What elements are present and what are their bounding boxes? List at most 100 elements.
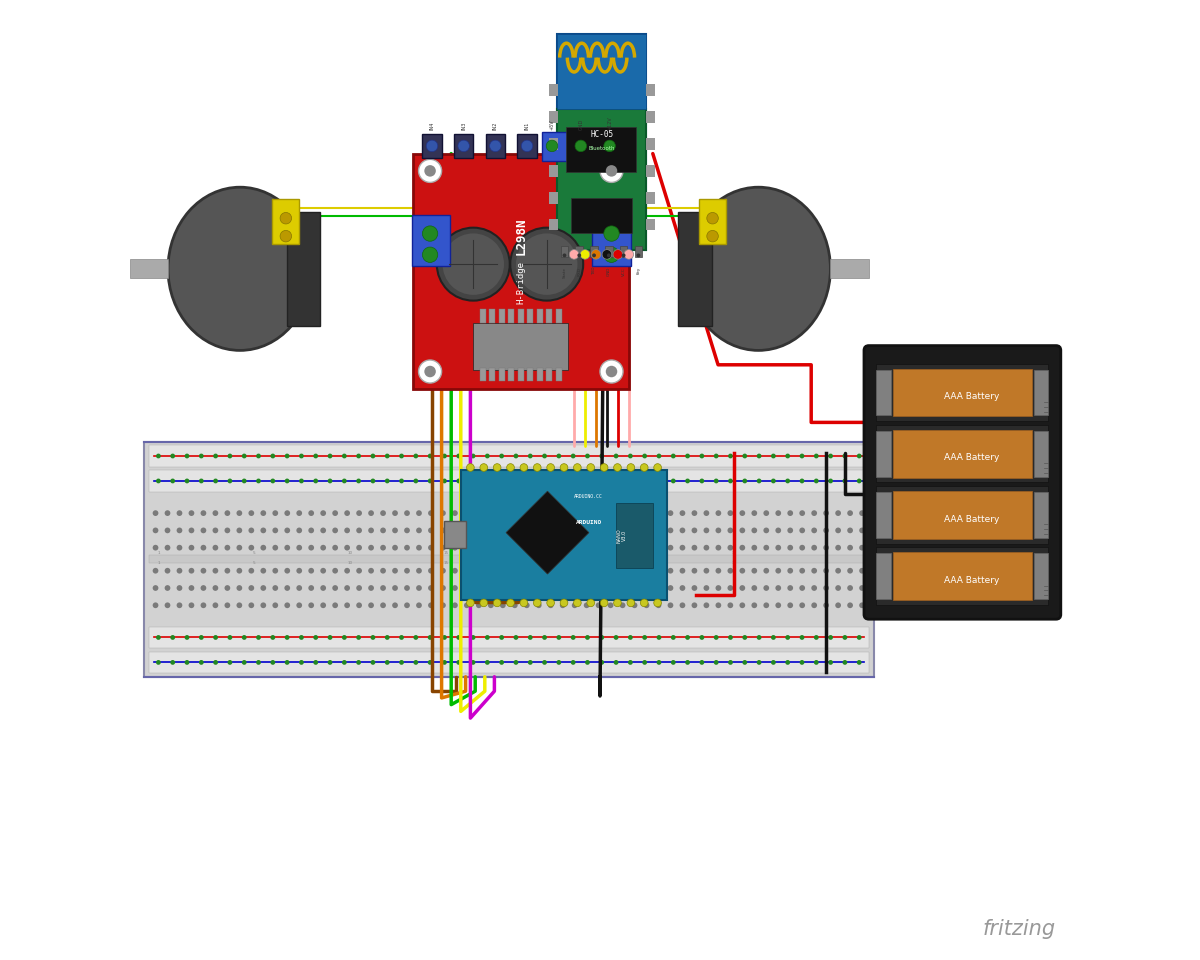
Circle shape bbox=[763, 511, 769, 516]
Circle shape bbox=[643, 585, 649, 590]
Bar bbox=[678, 212, 712, 326]
FancyBboxPatch shape bbox=[864, 346, 1061, 619]
Circle shape bbox=[600, 464, 608, 471]
Circle shape bbox=[426, 140, 438, 152]
Circle shape bbox=[619, 511, 625, 516]
Circle shape bbox=[857, 660, 862, 664]
Circle shape bbox=[308, 544, 314, 550]
Bar bbox=[149, 445, 869, 467]
Circle shape bbox=[583, 544, 589, 550]
Circle shape bbox=[499, 660, 504, 664]
Circle shape bbox=[270, 454, 275, 459]
Circle shape bbox=[272, 527, 278, 533]
Circle shape bbox=[385, 478, 390, 483]
Circle shape bbox=[787, 585, 793, 590]
Circle shape bbox=[380, 603, 386, 609]
Circle shape bbox=[560, 567, 565, 573]
Circle shape bbox=[667, 511, 673, 516]
Ellipse shape bbox=[686, 187, 830, 350]
Circle shape bbox=[631, 527, 637, 533]
Circle shape bbox=[332, 544, 338, 550]
Circle shape bbox=[176, 585, 182, 590]
Circle shape bbox=[214, 454, 218, 459]
Circle shape bbox=[842, 478, 847, 483]
Bar bbox=[518, 309, 523, 323]
Circle shape bbox=[631, 603, 637, 609]
Bar bbox=[876, 364, 1049, 421]
Circle shape bbox=[656, 660, 661, 664]
Circle shape bbox=[628, 636, 632, 639]
Circle shape bbox=[763, 544, 769, 550]
Circle shape bbox=[499, 636, 504, 639]
Circle shape bbox=[751, 511, 757, 516]
Circle shape bbox=[528, 478, 533, 483]
Circle shape bbox=[775, 544, 781, 550]
Circle shape bbox=[739, 511, 745, 516]
Circle shape bbox=[499, 478, 504, 483]
Circle shape bbox=[548, 527, 553, 533]
Circle shape bbox=[188, 544, 194, 550]
Circle shape bbox=[308, 511, 314, 516]
Circle shape bbox=[727, 511, 733, 516]
Circle shape bbox=[714, 478, 719, 483]
Circle shape bbox=[152, 511, 158, 516]
Bar bbox=[144, 442, 874, 677]
Circle shape bbox=[236, 603, 242, 609]
Circle shape bbox=[811, 511, 817, 516]
Circle shape bbox=[581, 250, 590, 259]
Circle shape bbox=[628, 660, 632, 664]
Circle shape bbox=[715, 585, 721, 590]
Circle shape bbox=[313, 454, 318, 459]
Circle shape bbox=[739, 567, 745, 573]
Circle shape bbox=[440, 567, 446, 573]
Circle shape bbox=[164, 603, 170, 609]
Circle shape bbox=[587, 464, 594, 471]
Circle shape bbox=[437, 228, 510, 300]
Circle shape bbox=[296, 544, 302, 550]
Circle shape bbox=[619, 544, 625, 550]
Circle shape bbox=[404, 511, 410, 516]
Circle shape bbox=[727, 585, 733, 590]
Circle shape bbox=[679, 585, 685, 590]
Circle shape bbox=[170, 636, 175, 639]
Circle shape bbox=[700, 454, 704, 459]
Circle shape bbox=[583, 527, 589, 533]
Circle shape bbox=[743, 454, 748, 459]
Circle shape bbox=[296, 585, 302, 590]
Circle shape bbox=[619, 603, 625, 609]
Circle shape bbox=[606, 165, 617, 177]
Circle shape bbox=[188, 585, 194, 590]
Circle shape bbox=[428, 585, 434, 590]
Circle shape bbox=[542, 660, 547, 664]
Circle shape bbox=[400, 478, 404, 483]
Circle shape bbox=[679, 567, 685, 573]
Circle shape bbox=[619, 585, 625, 590]
Circle shape bbox=[419, 159, 442, 182]
Circle shape bbox=[308, 527, 314, 533]
Circle shape bbox=[371, 478, 376, 483]
Bar bbox=[646, 138, 655, 150]
Circle shape bbox=[814, 660, 818, 664]
Circle shape bbox=[521, 140, 533, 152]
Circle shape bbox=[700, 636, 704, 639]
Circle shape bbox=[607, 585, 613, 590]
Circle shape bbox=[414, 454, 419, 459]
Circle shape bbox=[534, 599, 541, 607]
Circle shape bbox=[679, 603, 685, 609]
Circle shape bbox=[270, 636, 275, 639]
Text: fritzing: fritzing bbox=[983, 919, 1056, 939]
Circle shape bbox=[476, 567, 481, 573]
Circle shape bbox=[628, 454, 632, 459]
Text: AAA Battery: AAA Battery bbox=[944, 393, 1000, 401]
Circle shape bbox=[847, 544, 853, 550]
Bar bbox=[646, 84, 655, 96]
Text: 20: 20 bbox=[540, 551, 545, 556]
Circle shape bbox=[524, 544, 529, 550]
Circle shape bbox=[613, 660, 618, 664]
Circle shape bbox=[228, 636, 233, 639]
Bar bbox=[876, 487, 1049, 543]
Circle shape bbox=[835, 585, 841, 590]
Circle shape bbox=[628, 599, 635, 607]
Circle shape bbox=[763, 567, 769, 573]
Bar bbox=[480, 368, 486, 381]
